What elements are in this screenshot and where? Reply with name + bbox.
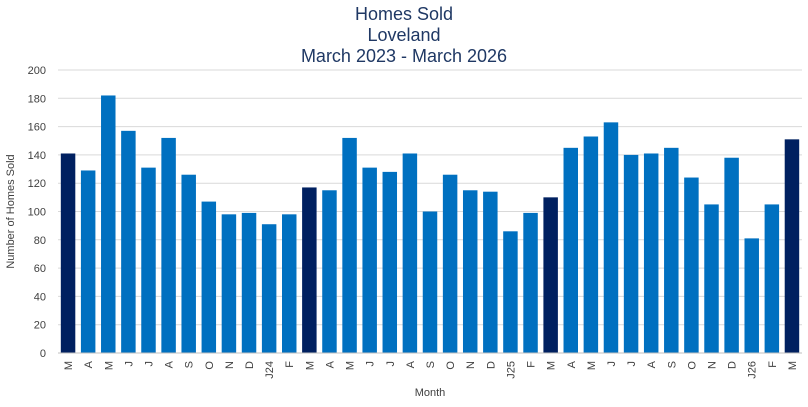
x-tick-label: O	[686, 361, 698, 370]
bar	[442, 174, 458, 353]
bar	[664, 147, 679, 353]
x-tick-label: J	[606, 361, 618, 367]
bar	[724, 157, 739, 353]
y-tick-label: 180	[28, 93, 46, 105]
x-tick-label: J	[385, 361, 397, 367]
x-tick-label: O	[445, 361, 457, 370]
bar	[60, 153, 76, 353]
x-axis-title: Month	[415, 387, 446, 399]
bar	[322, 190, 337, 353]
bar	[784, 139, 800, 353]
x-tick-label: M	[304, 361, 316, 370]
bar	[583, 136, 599, 353]
x-tick-label: M	[546, 361, 558, 370]
x-tick-label: J	[626, 361, 638, 367]
y-tick-label: 160	[28, 122, 46, 134]
bar	[382, 171, 398, 353]
x-tick-label: M	[103, 361, 115, 370]
bar	[503, 231, 518, 353]
y-tick-label: 20	[34, 320, 46, 332]
bar	[684, 177, 699, 353]
y-tick-label: 200	[28, 65, 46, 77]
x-tick-label: S	[666, 361, 678, 368]
x-tick-label: A	[405, 360, 417, 368]
bar	[201, 201, 217, 353]
bar	[362, 167, 377, 353]
y-tick-label: 40	[34, 291, 46, 303]
chart-title-block: Homes Sold Loveland March 2023 - March 2…	[0, 4, 808, 67]
chart-subtitle-range: March 2023 - March 2026	[300, 46, 508, 66]
bar	[80, 170, 96, 353]
bar	[141, 167, 156, 353]
bar	[462, 190, 478, 353]
x-tick-label: M	[787, 361, 799, 370]
bar	[704, 204, 719, 353]
chart-title: Homes Sold	[354, 4, 454, 24]
bar	[483, 191, 498, 353]
x-tick-label: S	[425, 361, 437, 368]
bar	[101, 95, 116, 353]
y-tick-label: 140	[28, 150, 46, 162]
chart-subtitle-location: Loveland	[367, 25, 441, 45]
bars	[60, 95, 800, 353]
x-tick-label: N	[465, 361, 477, 369]
bar	[161, 137, 176, 353]
x-tick-label: J26	[747, 361, 759, 379]
x-tick-label: S	[184, 361, 196, 368]
bar	[603, 122, 619, 353]
bar	[241, 212, 257, 353]
x-tick-label: J24	[264, 361, 276, 379]
bar	[181, 174, 196, 353]
bar	[402, 153, 418, 353]
x-tick-label: J	[143, 361, 155, 367]
bar	[543, 197, 558, 353]
bar	[523, 212, 538, 353]
x-tick-label: J	[365, 361, 377, 367]
bar	[282, 214, 297, 353]
bar	[623, 154, 639, 353]
bar	[342, 137, 357, 353]
bar	[121, 130, 136, 353]
x-tick-label: A	[83, 360, 95, 368]
x-tick-label: M	[63, 361, 75, 370]
x-axis-ticks: M A M J J A S O N D J24 F M A M J J A S O N D J25 F M A M J J A S O N D J2…	[63, 360, 799, 378]
x-tick-label: J25	[505, 361, 517, 379]
x-tick-label: A	[566, 360, 578, 368]
bar	[261, 224, 277, 353]
bar	[764, 204, 780, 353]
y-tick-label: 120	[28, 178, 46, 190]
x-tick-label: A	[646, 360, 658, 368]
bar	[221, 214, 237, 353]
bar	[422, 211, 438, 353]
y-tick-label: 80	[34, 235, 46, 247]
y-axis-ticks: 0 20 40 60 80 100 120 140 160 180 200	[28, 65, 46, 360]
bar	[563, 147, 578, 353]
x-tick-label: F	[284, 361, 296, 368]
x-tick-label: M	[586, 361, 598, 370]
x-tick-label: D	[244, 361, 256, 369]
x-tick-label: N	[224, 361, 236, 369]
x-tick-label: N	[707, 361, 719, 369]
bar	[302, 187, 317, 353]
x-tick-label: A	[164, 360, 176, 368]
y-tick-label: 0	[40, 348, 46, 360]
y-axis-title: Number of Homes Sold	[5, 154, 17, 268]
x-tick-label: O	[204, 361, 216, 370]
x-tick-label: A	[324, 360, 336, 368]
x-tick-label: J	[123, 361, 135, 367]
x-tick-label: D	[485, 361, 497, 369]
y-tick-label: 60	[34, 263, 46, 275]
x-tick-label: F	[767, 361, 779, 368]
x-tick-label: D	[727, 361, 739, 369]
x-tick-label: M	[345, 361, 357, 370]
x-tick-label: F	[526, 361, 538, 368]
y-tick-label: 100	[28, 207, 46, 219]
bar	[744, 238, 759, 353]
bar	[643, 153, 659, 353]
